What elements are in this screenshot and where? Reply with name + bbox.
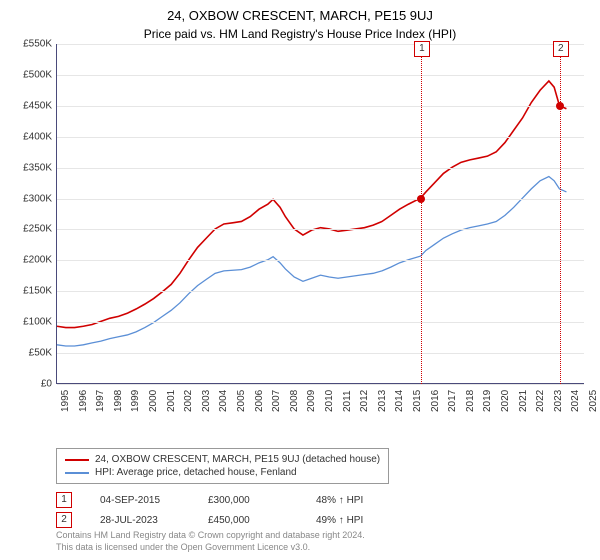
x-tick-label: 1999 <box>130 390 141 412</box>
x-axis-labels: 1995 1996 1997 1998 1999 2000 2001 2002 2003 2004… <box>56 386 584 414</box>
marker-box: 2 <box>553 41 569 57</box>
marker-box: 1 <box>414 41 430 57</box>
x-tick-label: 2025 <box>588 390 599 412</box>
sales-row: 2 28-JUL-2023 £450,000 49% ↑ HPI <box>56 510 396 530</box>
x-tick-label: 2013 <box>377 390 388 412</box>
y-tick-label: £500K <box>23 69 52 80</box>
x-tick-label: 2005 <box>236 390 247 412</box>
chart-subtitle: Price paid vs. HM Land Registry's House … <box>0 23 600 41</box>
x-tick-label: 2002 <box>183 390 194 412</box>
gridline <box>57 75 584 76</box>
sales-row: 1 04-SEP-2015 £300,000 48% ↑ HPI <box>56 490 396 510</box>
y-tick-label: £250K <box>23 224 52 235</box>
x-tick-label: 2019 <box>482 390 493 412</box>
x-tick-label: 2016 <box>430 390 441 412</box>
gridline <box>57 353 584 354</box>
gridline <box>57 168 584 169</box>
sales-delta: 48% ↑ HPI <box>316 495 396 506</box>
x-tick-label: 2022 <box>535 390 546 412</box>
marker-dot <box>556 102 564 110</box>
footer-line-2: This data is licensed under the Open Gov… <box>56 542 365 554</box>
plot-area: 12 <box>56 44 584 384</box>
marker-dot <box>417 195 425 203</box>
sales-price: £450,000 <box>208 515 288 526</box>
x-tick-label: 2011 <box>342 390 353 412</box>
gridline <box>57 384 584 385</box>
sales-table: 1 04-SEP-2015 £300,000 48% ↑ HPI 2 28-JUL-202… <box>56 490 396 530</box>
chart-container: 24, OXBOW CRESCENT, MARCH, PE15 9UJ Pric… <box>0 0 600 560</box>
sales-price: £300,000 <box>208 495 288 506</box>
legend-label: 24, OXBOW CRESCENT, MARCH, PE15 9UJ (det… <box>95 454 380 465</box>
x-tick-label: 2012 <box>359 390 370 412</box>
y-tick-label: £200K <box>23 255 52 266</box>
x-tick-label: 2021 <box>518 390 529 412</box>
footer-line-1: Contains HM Land Registry data © Crown c… <box>56 530 365 542</box>
y-tick-label: £50K <box>29 348 52 359</box>
y-tick-label: £550K <box>23 39 52 50</box>
x-tick-label: 2003 <box>201 390 212 412</box>
y-tick-label: £100K <box>23 317 52 328</box>
y-tick-label: £300K <box>23 193 52 204</box>
x-tick-label: 2017 <box>447 390 458 412</box>
y-tick-label: £350K <box>23 162 52 173</box>
x-tick-label: 2014 <box>394 390 405 412</box>
chart-title: 24, OXBOW CRESCENT, MARCH, PE15 9UJ <box>0 0 600 23</box>
marker-vline <box>560 44 561 384</box>
x-tick-label: 2004 <box>218 390 229 412</box>
y-tick-label: £450K <box>23 100 52 111</box>
sales-date: 28-JUL-2023 <box>100 515 180 526</box>
sales-date: 04-SEP-2015 <box>100 495 180 506</box>
legend-label: HPI: Average price, detached house, Fenl… <box>95 467 297 478</box>
x-tick-label: 2008 <box>289 390 300 412</box>
x-tick-label: 2010 <box>324 390 335 412</box>
x-tick-label: 1998 <box>113 390 124 412</box>
gridline <box>57 44 584 45</box>
y-tick-label: £400K <box>23 131 52 142</box>
footer-text: Contains HM Land Registry data © Crown c… <box>56 530 365 553</box>
legend-item: HPI: Average price, detached house, Fenl… <box>65 466 380 479</box>
gridline <box>57 260 584 261</box>
gridline <box>57 106 584 107</box>
x-tick-label: 2015 <box>412 390 423 412</box>
x-tick-label: 2018 <box>465 390 476 412</box>
x-tick-label: 2006 <box>254 390 265 412</box>
legend-box: 24, OXBOW CRESCENT, MARCH, PE15 9UJ (det… <box>56 448 389 484</box>
legend-swatch <box>65 472 89 474</box>
sales-marker: 1 <box>56 492 72 508</box>
gridline <box>57 137 584 138</box>
chart-svg <box>57 44 584 383</box>
x-tick-label: 2024 <box>570 390 581 412</box>
gridline <box>57 291 584 292</box>
x-tick-label: 1996 <box>78 390 89 412</box>
y-tick-label: £150K <box>23 286 52 297</box>
sales-marker: 2 <box>56 512 72 528</box>
legend-item: 24, OXBOW CRESCENT, MARCH, PE15 9UJ (det… <box>65 453 380 466</box>
x-tick-label: 1995 <box>60 390 71 412</box>
x-tick-label: 2000 <box>148 390 159 412</box>
y-tick-label: £0 <box>41 379 52 390</box>
x-tick-label: 2007 <box>271 390 282 412</box>
gridline <box>57 322 584 323</box>
x-tick-label: 1997 <box>95 390 106 412</box>
x-tick-label: 2020 <box>500 390 511 412</box>
gridline <box>57 229 584 230</box>
chart-area: £0 £50K £100K £150K £200K £250K £300K £350K £400… <box>10 44 590 414</box>
marker-vline <box>421 44 422 384</box>
gridline <box>57 199 584 200</box>
x-tick-label: 2001 <box>166 390 177 412</box>
x-tick-label: 2009 <box>306 390 317 412</box>
x-tick-label: 2023 <box>553 390 564 412</box>
legend-swatch <box>65 459 89 461</box>
y-axis-labels: £0 £50K £100K £150K £200K £250K £300K £350K £400… <box>10 44 54 414</box>
sales-delta: 49% ↑ HPI <box>316 515 396 526</box>
